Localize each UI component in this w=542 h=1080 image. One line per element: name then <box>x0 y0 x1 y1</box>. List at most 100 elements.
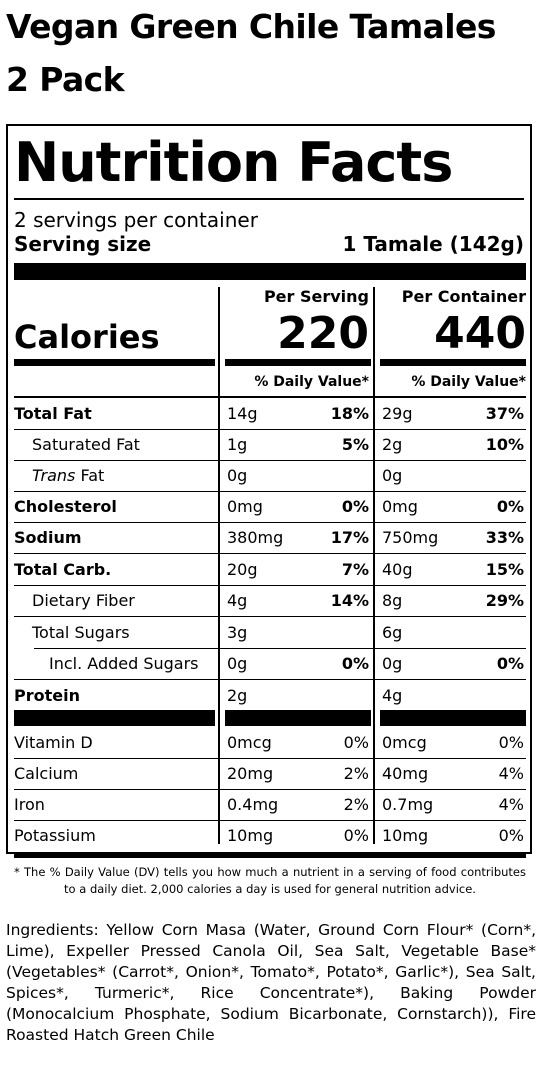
vitamin-name: Vitamin D <box>14 733 93 752</box>
nutrient-row-saturated-fat: Saturated Fat 1g 5% 2g 10% <box>14 429 524 460</box>
calories-per-container: 440 <box>434 308 526 359</box>
dv-per-serving: 18% <box>330 404 369 423</box>
amount-per-serving: 20g <box>227 560 258 579</box>
vitamin-name: Potassium <box>14 826 96 845</box>
vitamin-name: Calcium <box>14 764 79 783</box>
row-divider <box>14 553 526 554</box>
dv-per-container: 29% <box>485 591 524 610</box>
footnote-rule <box>14 852 526 858</box>
dv-per-container: 33% <box>485 528 524 547</box>
row-divider <box>14 679 526 680</box>
amount-per-container: 40mg <box>382 764 429 783</box>
divider-col2 <box>373 287 375 844</box>
amount-per-serving: 0g <box>227 654 248 673</box>
dv-per-serving: 17% <box>330 528 369 547</box>
nutrient-name: Trans Fat <box>32 466 104 485</box>
amount-per-serving: 2g <box>227 686 248 705</box>
nutrient-row-total-carb: Total Carb. 20g 7% 40g 15% <box>14 554 524 585</box>
nutrient-name: Dietary Fiber <box>32 591 135 610</box>
dv-per-serving: 5% <box>341 435 369 454</box>
row-divider <box>14 491 526 492</box>
nutrient-name: Total Sugars <box>32 623 130 642</box>
heading-rule <box>14 198 524 200</box>
thick-rule-top <box>14 263 526 280</box>
ingredients-text: Ingredients: Yellow Corn Masa (Water, Gr… <box>6 921 536 1044</box>
amount-per-container: 4g <box>382 686 403 705</box>
amount-per-container: 8g <box>382 591 403 610</box>
amount-per-serving: 20mg <box>227 764 274 783</box>
dv-per-serving: 0% <box>343 733 369 752</box>
dv-per-container: 15% <box>485 560 524 579</box>
amount-per-serving: 0mg <box>227 497 263 516</box>
nutrient-row-dietary-fiber: Dietary Fiber 4g 14% 8g 29% <box>14 585 524 616</box>
row-divider <box>14 789 526 790</box>
amount-per-container: 40g <box>382 560 413 579</box>
nutrient-row-added-sugars: Incl. Added Sugars 0g 0% 0g 0% <box>14 648 524 679</box>
nutrient-row-sodium: Sodium 380mg 17% 750mg 33% <box>14 522 524 553</box>
nutrient-row-total-fat: Total Fat 14g 18% 29g 37% <box>14 398 524 429</box>
amount-per-container: 6g <box>382 623 403 642</box>
cal-rule-col2 <box>380 359 526 366</box>
dv-per-serving: 2% <box>343 764 369 783</box>
calories-per-serving: 220 <box>277 308 369 359</box>
nutrient-name: Total Fat <box>14 404 92 423</box>
amount-per-container: 10mg <box>382 826 429 845</box>
row-divider <box>14 758 526 759</box>
amount-per-container: 0mg <box>382 497 418 516</box>
amount-per-container: 750mg <box>382 528 439 547</box>
row-divider <box>14 616 526 617</box>
product-title: Vegan Green Chile Tamales 2 Pack <box>6 7 496 99</box>
vitamin-row-vitamin-d: Vitamin D 0mcg 0% 0mcg 0% <box>14 727 524 758</box>
vitamin-row-iron: Iron 0.4mg 2% 0.7mg 4% <box>14 789 524 820</box>
trans-fat-suffix: Fat <box>75 466 105 485</box>
dv-per-container: 10% <box>485 435 524 454</box>
per-container-header: Per Container <box>401 287 526 306</box>
thick-rule-col2 <box>380 710 526 726</box>
nutrition-facts-heading: Nutrition Facts <box>14 131 453 194</box>
calories-label: Calories <box>14 318 160 356</box>
row-divider <box>14 429 526 430</box>
nutrient-name: Protein <box>14 686 80 705</box>
dv-per-serving: 7% <box>341 560 369 579</box>
amount-per-serving: 3g <box>227 623 248 642</box>
row-divider <box>14 522 526 523</box>
dv-per-serving: 0% <box>343 826 369 845</box>
nutrient-row-trans-fat: Trans Fat 0g 0g <box>14 460 524 491</box>
nutrient-name: Incl. Added Sugars <box>49 654 199 673</box>
amount-per-serving: 14g <box>227 404 258 423</box>
dv-per-container: 0% <box>496 654 524 673</box>
nutrient-name: Cholesterol <box>14 497 117 516</box>
amount-per-serving: 0.4mg <box>227 795 279 814</box>
amount-per-container: 0mcg <box>382 733 427 752</box>
dv-per-container: 0% <box>496 497 524 516</box>
dv-rule <box>14 396 526 398</box>
trans-italic: Trans <box>32 466 76 485</box>
dv-header-col2: % Daily Value* <box>411 374 526 390</box>
divider-col1 <box>218 287 220 844</box>
nutrient-row-cholesterol: Cholesterol 0mg 0% 0mg 0% <box>14 491 524 522</box>
nutrient-row-total-sugars: Total Sugars 3g 6g <box>14 617 524 648</box>
serving-size-label: Serving size <box>14 232 152 256</box>
dv-per-container: 0% <box>498 826 524 845</box>
dv-header-col1: % Daily Value* <box>254 374 369 390</box>
row-divider <box>14 820 526 821</box>
cal-rule-label <box>14 359 215 366</box>
dv-per-serving: 14% <box>330 591 369 610</box>
thick-rule-label <box>14 710 215 726</box>
nutrient-row-protein: Protein 2g 4g <box>14 680 524 711</box>
dv-per-container: 4% <box>498 795 524 814</box>
servings-per-container: 2 servings per container <box>14 208 258 232</box>
amount-per-container: 0g <box>382 466 403 485</box>
cal-rule-col1 <box>225 359 371 366</box>
nutrient-name: Total Carb. <box>14 560 112 579</box>
amount-per-serving: 0g <box>227 466 248 485</box>
row-divider <box>14 585 526 586</box>
vitamin-row-potassium: Potassium 10mg 0% 10mg 0% <box>14 820 524 851</box>
nutrient-name: Sodium <box>14 528 82 547</box>
dv-per-container: 0% <box>498 733 524 752</box>
daily-value-footnote: * The % Daily Value (DV) tells you how m… <box>14 865 526 896</box>
thick-rule-col1 <box>225 710 371 726</box>
amount-per-container: 29g <box>382 404 413 423</box>
amount-per-container: 2g <box>382 435 403 454</box>
amount-per-serving: 10mg <box>227 826 274 845</box>
